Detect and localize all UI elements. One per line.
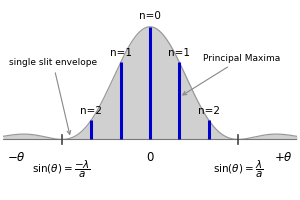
Text: 0: 0 [146,151,154,164]
Text: n=2: n=2 [80,106,102,116]
Text: $\sin(\theta) = \dfrac{\lambda}{a}$: $\sin(\theta) = \dfrac{\lambda}{a}$ [213,159,263,180]
Text: n=1: n=1 [110,48,132,58]
Text: $+\theta$: $+\theta$ [274,151,292,164]
Text: single slit envelope: single slit envelope [9,58,97,134]
Text: Principal Maxima: Principal Maxima [183,54,280,95]
Text: $\sin(\theta) = \dfrac{-\lambda}{a}$: $\sin(\theta) = \dfrac{-\lambda}{a}$ [32,159,91,180]
Text: $-\theta$: $-\theta$ [8,151,26,164]
Text: n=1: n=1 [168,48,190,58]
Text: n=2: n=2 [198,106,220,116]
Text: n=0: n=0 [139,11,161,21]
